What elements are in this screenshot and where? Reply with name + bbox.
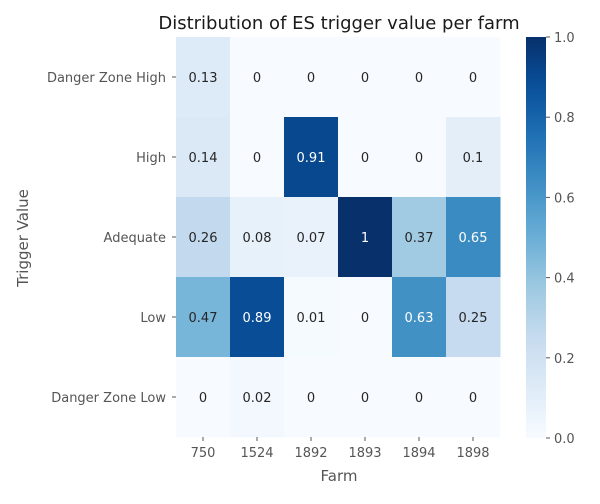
heatmap-cell <box>392 197 447 278</box>
cell-value-label: 0.14 <box>189 151 218 166</box>
colorbar-tick-label: 0.0 <box>554 432 575 447</box>
heatmap-cell <box>176 277 231 358</box>
cell-value-label: 0 <box>469 71 477 86</box>
cell-value-label: 0.01 <box>297 311 326 326</box>
cell-value-label: 0.08 <box>243 231 272 246</box>
colorbar-tick-label: 0.6 <box>554 191 575 206</box>
cell-value-label: 0.37 <box>405 231 434 246</box>
heatmap-cell <box>392 117 447 198</box>
heatmap-cell <box>284 37 339 118</box>
cell-value-label: 0 <box>253 151 261 166</box>
heatmap-cell <box>446 197 501 278</box>
heatmap-cell <box>446 37 501 118</box>
x-axis-label: Farm <box>321 467 358 485</box>
cell-value-label: 0 <box>361 391 369 406</box>
x-axis-ticks: 750 1524 1892 1893 1894 1898 <box>191 437 490 461</box>
cell-value-label: 0.13 <box>189 71 218 86</box>
colorbar: 0.0 0.2 0.4 0.6 0.8 1.0 <box>526 31 575 447</box>
heatmap-cell <box>446 357 501 438</box>
colorbar-tick-label: 0.4 <box>554 272 575 287</box>
heatmap-cell <box>392 277 447 358</box>
cell-value-label: 0.65 <box>459 231 488 246</box>
heatmap-cell <box>230 357 285 438</box>
colorbar-tick-label: 0.2 <box>554 352 575 367</box>
x-tick-label: 750 <box>191 446 216 461</box>
cell-value-label: 0.02 <box>243 391 272 406</box>
chart-title: Distribution of ES trigger value per far… <box>158 13 519 34</box>
cell-value-label: 0 <box>361 151 369 166</box>
cell-value-label: 1 <box>361 231 369 246</box>
x-tick-label: 1893 <box>348 446 381 461</box>
cell-value-label: 0.1 <box>463 151 484 166</box>
colorbar-tick-label: 1.0 <box>554 31 575 46</box>
cell-value-label: 0.47 <box>189 311 218 326</box>
heatmap-cell <box>446 117 501 198</box>
cell-value-label: 0.91 <box>297 151 326 166</box>
cell-value-label: 0 <box>361 311 369 326</box>
heatmap-cell-labels: 0.13 0 0 0 0 0 0.14 0 0.91 0 0 0.1 0.26 0.08 0.07 1 0.37… <box>189 71 488 406</box>
x-tick-label: 1894 <box>402 446 435 461</box>
cell-value-label: 0.25 <box>459 311 488 326</box>
y-tick-label: Danger Zone Low <box>51 391 166 406</box>
heatmap-cell <box>176 197 231 278</box>
x-tick-label: 1892 <box>294 446 327 461</box>
heatmap-cell <box>284 357 339 438</box>
cell-value-label: 0 <box>415 391 423 406</box>
heatmap-cell <box>446 277 501 358</box>
x-tick-label: 1898 <box>456 446 489 461</box>
cell-value-label: 0 <box>415 71 423 86</box>
y-axis-ticks: Danger Zone High High Adequate Low Danger Zo… <box>47 71 176 406</box>
cell-value-label: 0 <box>361 71 369 86</box>
cell-value-label: 0 <box>253 71 261 86</box>
heatmap-cell <box>338 197 393 278</box>
cell-value-label: 0 <box>199 391 207 406</box>
colorbar-scale <box>526 37 546 438</box>
cell-value-label: 0 <box>469 391 477 406</box>
y-tick-label: Adequate <box>104 231 166 246</box>
heatmap-cell <box>392 37 447 118</box>
heatmap-cell <box>176 37 231 118</box>
cell-value-label: 0 <box>307 391 315 406</box>
cell-value-label: 0 <box>307 71 315 86</box>
heatmap-cells <box>176 37 501 438</box>
heatmap-cell <box>176 357 231 438</box>
heatmap-cell <box>338 37 393 118</box>
colorbar-tick-label: 0.8 <box>554 111 575 126</box>
heatmap-cell <box>230 197 285 278</box>
heatmap-cell <box>284 117 339 198</box>
heatmap-cell <box>392 357 447 438</box>
y-axis-label: Trigger Value <box>14 189 32 288</box>
y-tick-label: High <box>136 151 166 166</box>
cell-value-label: 0.89 <box>243 311 272 326</box>
heatmap-cell <box>338 357 393 438</box>
heatmap-cell <box>230 117 285 198</box>
y-tick-label: Low <box>140 311 166 326</box>
cell-value-label: 0 <box>415 151 423 166</box>
heatmap-cell <box>284 277 339 358</box>
heatmap-cell <box>176 117 231 198</box>
cell-value-label: 0.07 <box>297 231 326 246</box>
heatmap-cell <box>230 277 285 358</box>
heatmap-cell <box>284 197 339 278</box>
cell-value-label: 0.63 <box>405 311 434 326</box>
x-tick-label: 1524 <box>240 446 273 461</box>
heatmap-cell <box>230 37 285 118</box>
heatmap-cell <box>338 117 393 198</box>
y-tick-label: Danger Zone High <box>47 71 166 86</box>
heatmap-cell <box>338 277 393 358</box>
cell-value-label: 0.26 <box>189 231 218 246</box>
